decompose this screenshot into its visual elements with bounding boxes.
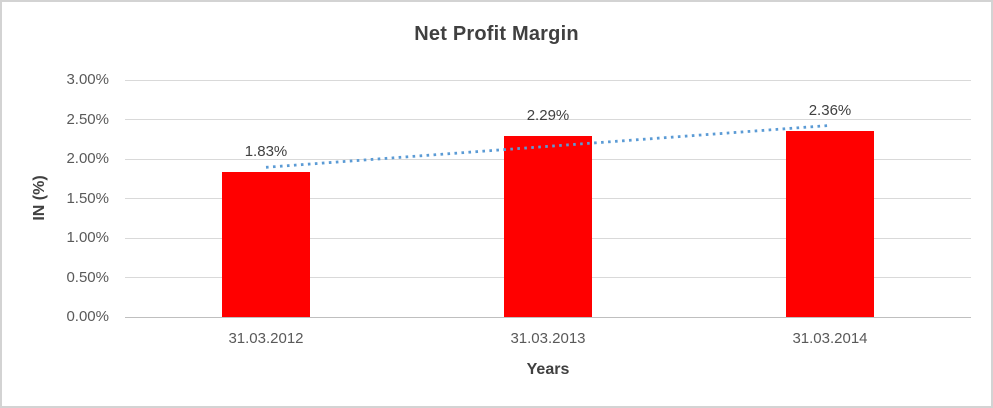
data-label: 2.29% — [526, 107, 570, 125]
gridline — [125, 119, 971, 120]
y-tick-label: 0.00% — [66, 308, 109, 325]
bar-31.03.2014 — [786, 130, 874, 317]
data-label: 1.83% — [244, 143, 288, 161]
data-label: 2.36% — [808, 101, 852, 119]
bar-31.03.2012 — [222, 172, 310, 317]
x-axis-line — [125, 316, 971, 318]
chart-title: Net Profit Margin — [414, 23, 579, 45]
y-tick-label: 1.50% — [66, 189, 109, 207]
y-tick-label: 0.50% — [66, 268, 109, 286]
x-category-label: 31.03.2012 — [228, 330, 304, 347]
x-axis-title: Years — [526, 361, 570, 378]
bar-31.03.2013 — [504, 136, 592, 317]
x-category-label: 31.03.2013 — [510, 330, 586, 347]
y-tick-label: 3.00% — [66, 71, 109, 88]
gridline — [125, 79, 971, 81]
y-tick-label: 2.00% — [66, 150, 109, 167]
y-tick-label: 2.50% — [66, 110, 109, 128]
y-tick-label: 1.00% — [66, 229, 109, 246]
x-category-label: 31.03.2014 — [792, 330, 868, 347]
